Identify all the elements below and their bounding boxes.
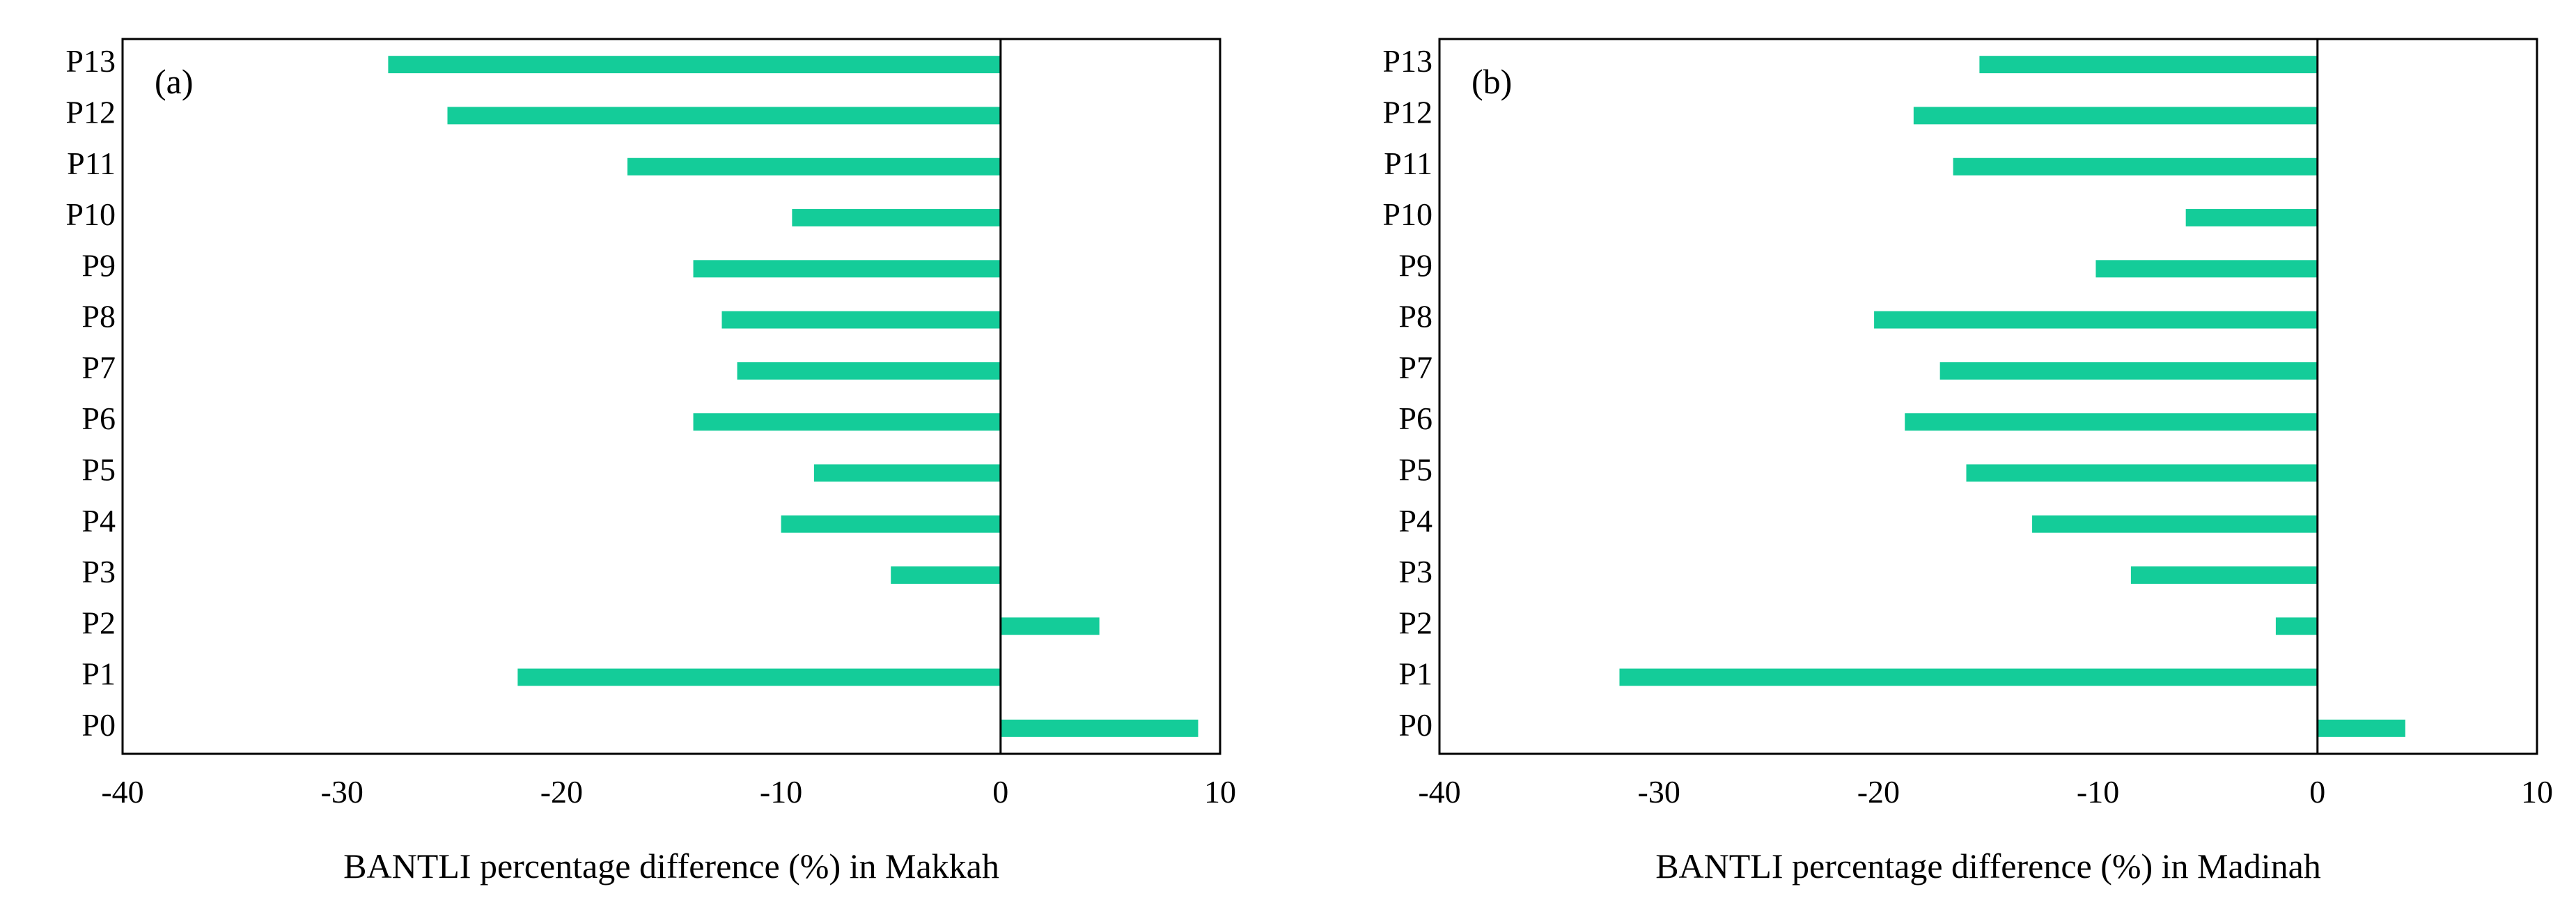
- bar-p4: [781, 515, 1001, 533]
- category-label-p6: P6: [1398, 401, 1433, 436]
- x-tick-label: -10: [2077, 774, 2119, 810]
- category-label-p2: P2: [1398, 605, 1433, 640]
- bar-p10: [792, 209, 1001, 226]
- category-label-p5: P5: [1398, 451, 1433, 487]
- bar-p6: [693, 413, 1001, 431]
- x-axis-title: BANTLI percentage difference (%) in Makk…: [343, 846, 999, 885]
- bar-p9: [693, 260, 1001, 278]
- category-label-p13: P13: [65, 43, 116, 79]
- bar-p0: [1000, 719, 1199, 737]
- category-label-p13: P13: [1382, 43, 1433, 79]
- x-tick-label: -30: [1638, 774, 1680, 810]
- bar-p13: [388, 56, 1001, 74]
- bar-p13: [1979, 56, 2318, 74]
- x-tick-label: 10: [1204, 774, 1236, 810]
- x-tick-label: 10: [2521, 774, 2553, 810]
- category-label-p10: P10: [65, 196, 116, 232]
- bar-p8: [1874, 311, 2318, 329]
- category-label-p4: P4: [81, 503, 116, 539]
- category-label-p1: P1: [81, 656, 116, 692]
- bar-p6: [1905, 413, 2318, 431]
- bar-p7: [737, 362, 1001, 380]
- bar-p12: [1913, 107, 2318, 125]
- category-label-p10: P10: [1382, 196, 1433, 232]
- category-label-p2: P2: [81, 605, 116, 640]
- category-label-p7: P7: [1398, 350, 1433, 385]
- bar-p2: [2275, 617, 2318, 635]
- category-label-p7: P7: [81, 350, 116, 385]
- category-label-p3: P3: [81, 554, 116, 589]
- panel-makkah: P0 P1 P2 P3 P4 P5 P6 P7 P8 P9 P10 P11 P12 P13 -40 -30 -2…: [65, 38, 1236, 885]
- category-label-p9: P9: [81, 247, 116, 283]
- category-label-p3: P3: [1398, 554, 1433, 589]
- x-tick-label: 0: [2309, 774, 2325, 810]
- x-tick-label: -20: [540, 774, 583, 810]
- bar-p3: [891, 566, 1001, 584]
- bar-p8: [721, 311, 1001, 329]
- bar-p5: [1966, 464, 2318, 482]
- panel-madinah: P0 P1 P2 P3 P4 P5 P6 P7 P8 P9 P10 P11 P12 P13 -40 -30 -2…: [1382, 38, 2553, 885]
- bar-p5: [813, 464, 1001, 482]
- bar-p0: [2317, 719, 2405, 737]
- category-label-p8: P8: [81, 299, 116, 334]
- category-label-p4: P4: [1398, 503, 1433, 539]
- category-label-p0: P0: [1398, 707, 1433, 743]
- x-tick-label: -40: [1418, 774, 1460, 810]
- category-label-p12: P12: [65, 94, 116, 130]
- bar-p1: [1619, 668, 2318, 686]
- category-label-p6: P6: [81, 401, 116, 436]
- bar-p10: [2185, 209, 2318, 226]
- bar-p11: [627, 157, 1001, 176]
- plot-frame: [1438, 38, 2538, 755]
- bar-p11: [1953, 157, 2318, 176]
- category-label-p0: P0: [81, 707, 116, 743]
- bar-p4: [2032, 515, 2318, 533]
- category-label-p11: P11: [67, 146, 116, 181]
- bar-p12: [447, 107, 1001, 125]
- bar-p7: [1939, 362, 2318, 380]
- bar-p3: [2130, 566, 2318, 584]
- x-axis-title: BANTLI percentage difference (%) in Madi…: [1655, 846, 2321, 885]
- category-label-p11: P11: [1384, 146, 1433, 181]
- category-label-p5: P5: [81, 451, 116, 487]
- x-tick-label: 0: [992, 774, 1008, 810]
- x-tick-label: -30: [321, 774, 364, 810]
- category-label-p8: P8: [1398, 299, 1433, 334]
- bar-p2: [1000, 617, 1100, 635]
- panel-label: (a): [155, 62, 194, 101]
- bar-p1: [517, 668, 1001, 686]
- category-label-p12: P12: [1382, 94, 1433, 130]
- x-tick-label: -20: [1857, 774, 1900, 810]
- category-label-p1: P1: [1398, 656, 1433, 692]
- x-tick-label: -40: [101, 774, 143, 810]
- bar-p9: [2095, 260, 2318, 278]
- panel-label: (b): [1472, 62, 1512, 101]
- x-tick-label: -10: [760, 774, 802, 810]
- plot-frame: [121, 38, 1221, 755]
- category-label-p9: P9: [1398, 247, 1433, 283]
